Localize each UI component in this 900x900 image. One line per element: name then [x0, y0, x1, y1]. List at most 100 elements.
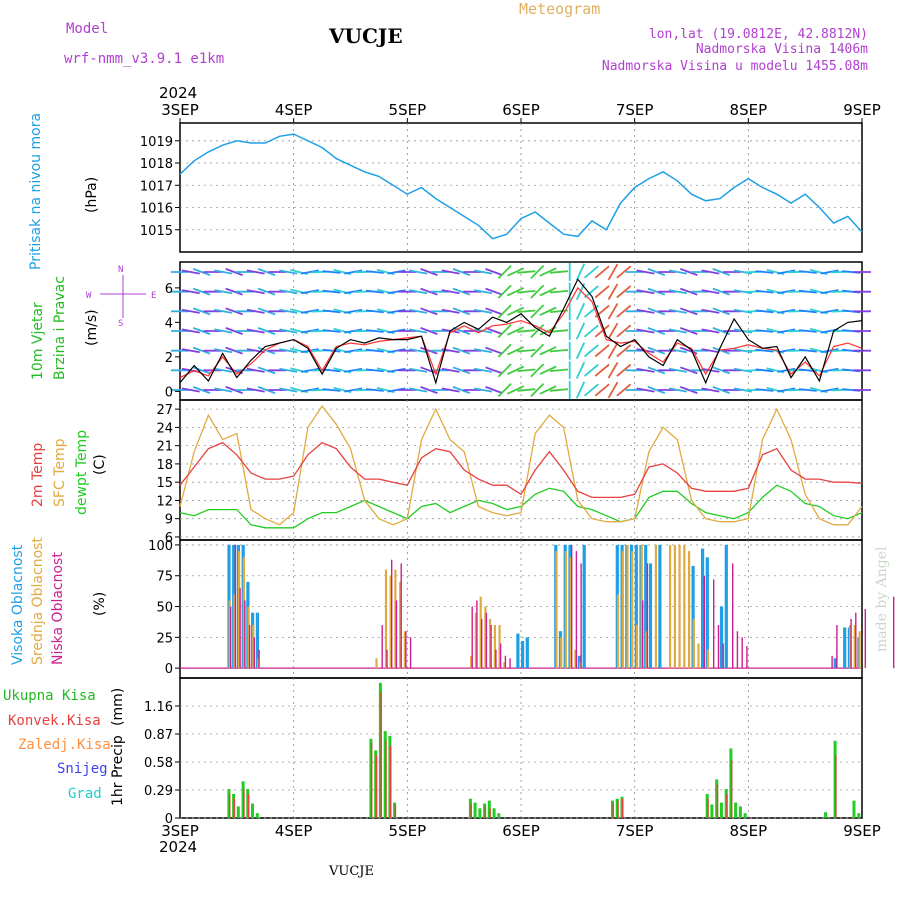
wind-arrow-icon [322, 309, 341, 314]
wind-arrow-icon [507, 385, 525, 395]
cloud-bar-low [509, 658, 511, 669]
cloud-bar-mid [858, 631, 861, 669]
wind-arrow-icon [755, 270, 774, 274]
cloud-bar-mid [626, 544, 629, 669]
y-tick-label: 2 [165, 351, 173, 366]
wind-arrow-icon [300, 308, 319, 314]
y-tick-label: 1.16 [144, 700, 173, 715]
wind-arrow-icon [777, 328, 796, 334]
wind-arrow-icon [517, 368, 536, 372]
cloud-bar-low [746, 646, 748, 669]
precip-legend: Ukupna Kisa Konvek.Kisa Zaledj.Kisa Snij… [3, 688, 111, 802]
total-rain-bar [743, 813, 747, 818]
cloud-bar-mid [489, 618, 492, 669]
wind-arrow-icon [485, 307, 503, 316]
cloud-bar-mid [849, 625, 852, 669]
wind-arrow-icon [485, 366, 503, 375]
model-elevation-label: Nadmorska Visina u modelu 1455.08m [602, 59, 868, 74]
wind-arrow-icon [279, 328, 298, 334]
y-tick-label: 9 [165, 513, 173, 528]
wind-arrow-icon [322, 289, 341, 294]
wind-arrow-icon [733, 367, 752, 373]
wind-arrow-icon [507, 306, 525, 316]
total-rain-bar [236, 806, 240, 818]
wind-arrow-icon [575, 322, 586, 340]
cloud-bar-mid [560, 637, 563, 669]
wind-arrow-icon [300, 367, 319, 373]
cloud-bar-mid [673, 544, 676, 669]
cloud-bar-mid [683, 544, 686, 669]
wind-arrow-icon [452, 287, 471, 296]
wind-arrow-icon [452, 307, 471, 316]
wind-arrow-icon [647, 287, 666, 296]
wind-model-line [179, 278, 863, 385]
conv-rain-bar [716, 784, 719, 818]
product-title: Meteogram [519, 0, 600, 18]
wind-arrow-icon [387, 328, 406, 334]
day-label-top: 7SEP [616, 101, 654, 119]
wind-arrow-icon [607, 303, 619, 320]
wind-arrow-icon [214, 269, 233, 275]
cloud-bar-low [864, 609, 866, 669]
wind-arrow-icon [607, 322, 619, 340]
wind-arrow-icon [497, 363, 512, 378]
wind-arrow-icon [214, 328, 233, 334]
wind-arrow-icon [679, 327, 698, 335]
coords-label: lon,lat (19.0812E, 42.8812N) [649, 27, 868, 42]
wind-arrow-icon [530, 264, 545, 280]
cloud-bar-low [258, 649, 260, 669]
wind-arrow-icon [322, 348, 341, 353]
wind-arrow-icon [530, 304, 545, 319]
cloud-bar-mid [555, 551, 558, 669]
wind-arrow-icon [192, 268, 211, 276]
wind-arrow-icon [387, 348, 406, 354]
cloud-bar-low [642, 600, 644, 669]
wind-arrow-icon [279, 348, 298, 354]
cloud-bar-low [850, 618, 852, 669]
wind-arrow-icon [387, 269, 406, 275]
cloud-bar-high [705, 557, 709, 669]
cloud-bar-mid [564, 551, 567, 669]
model-label: Model [66, 21, 108, 37]
conv-rain-bar [835, 755, 837, 818]
cloud-bar-low [741, 637, 743, 669]
wind-arrow-icon [257, 366, 276, 375]
cloud-high-label: Visoka Oblacnost [10, 544, 26, 665]
wind-arrow-icon [322, 329, 341, 333]
wind-arrow-icon [755, 388, 774, 392]
model-name: wrf-nmm_v3.9.1 e1km [64, 51, 224, 67]
wind-arrow-icon [777, 289, 796, 295]
wind-arrow-icon [755, 348, 774, 353]
wind-arrow-icon [474, 387, 493, 393]
cloud-bar-low [244, 600, 246, 669]
wind-arrow-icon [647, 386, 666, 394]
wind-arrow-icon [517, 349, 536, 353]
wind-arrow-icon [246, 348, 265, 354]
wind-arrow-icon [344, 387, 363, 393]
cloud-bar-low [831, 655, 833, 669]
cloud-bar-mid [574, 649, 577, 669]
wind-arrow-icon [517, 290, 536, 294]
wind-arrow-icon [387, 367, 406, 373]
wind-arrow-icon [257, 386, 276, 394]
year-bottom: 2024 [159, 838, 197, 856]
wind-arrow-icon [507, 326, 525, 336]
pressure-unit: (hPa) [84, 177, 100, 213]
wind-arrow-icon [452, 346, 471, 355]
cloud-bar-low [490, 625, 492, 669]
wind-arrow-icon [344, 269, 363, 275]
wind-arrow-icon [452, 386, 471, 394]
cloud-bar-high [658, 544, 662, 669]
conv-rain-bar [233, 798, 236, 818]
wind-compass-icon: N W E S [86, 265, 156, 329]
wind-arrow-icon [530, 323, 545, 339]
wind-arrow-icon [246, 367, 265, 373]
wind-arrow-icon [225, 307, 243, 316]
wind-arrow-icon [420, 386, 438, 394]
y-tick-label: 75 [156, 570, 173, 585]
wind-arrow-icon [616, 304, 632, 318]
wind-arrow-icon [507, 267, 525, 277]
wind-arrow-icon [636, 328, 655, 334]
wind-arrow-icon [214, 348, 233, 354]
